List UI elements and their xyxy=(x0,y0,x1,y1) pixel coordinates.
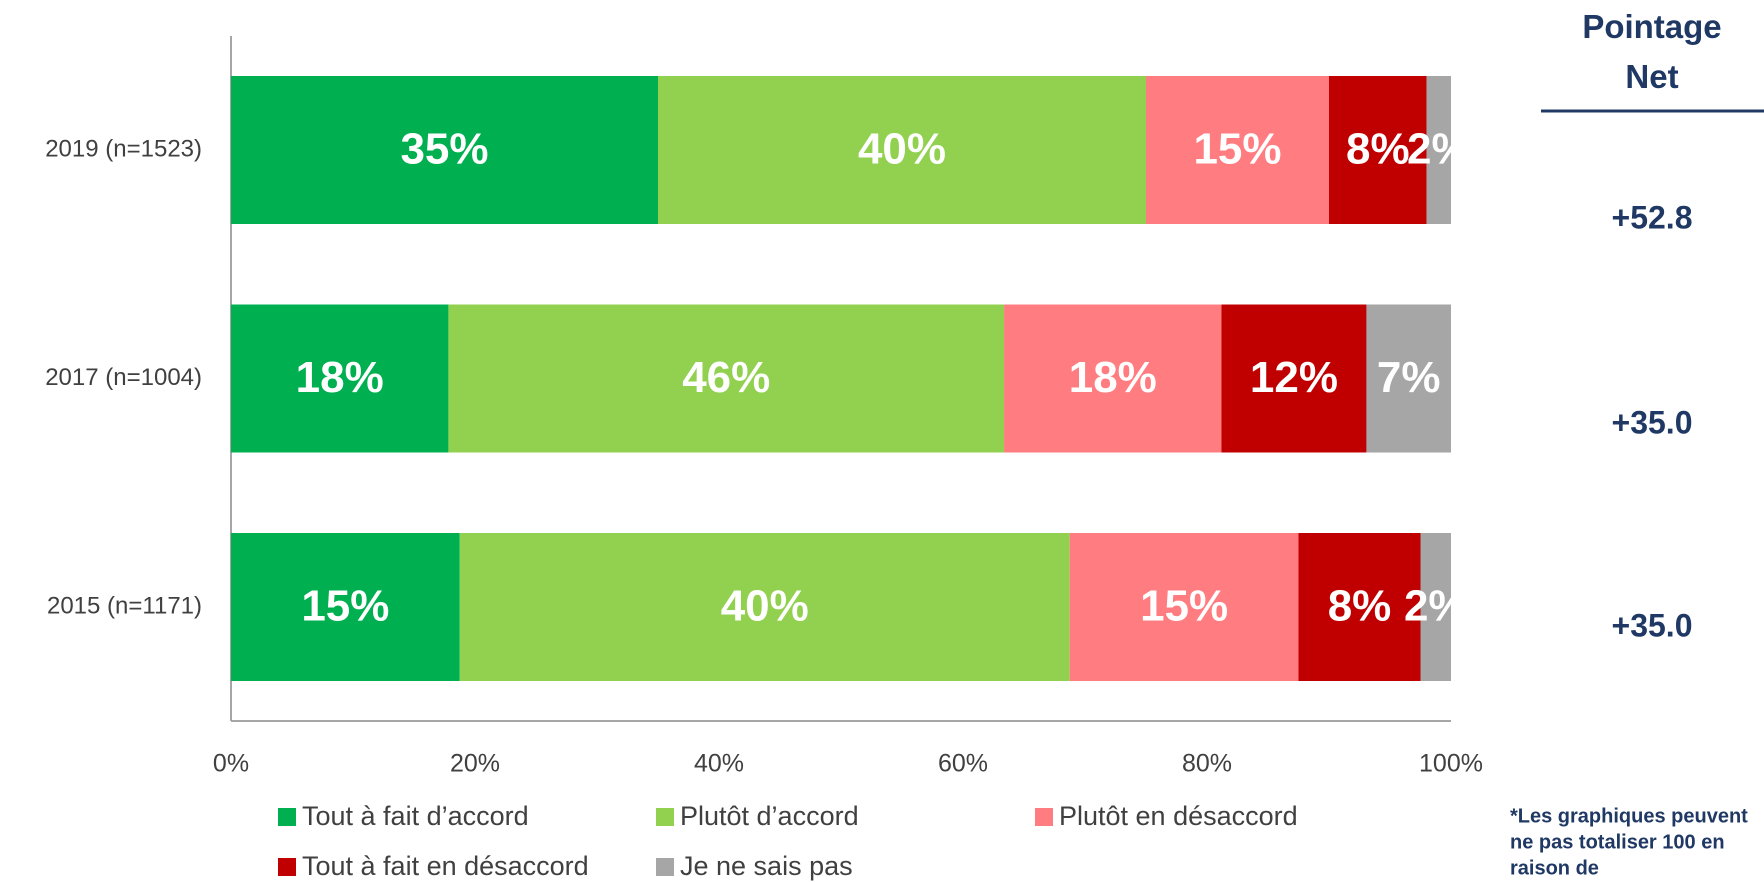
legend-label: Je ne sais pas xyxy=(680,851,853,881)
bar-segment xyxy=(658,76,1146,224)
y-tick-label: 2019 (n=1523) xyxy=(45,135,202,162)
data-label: 40% xyxy=(858,125,946,174)
bar-segment xyxy=(1420,533,1451,681)
net-score-title-line: Pointage xyxy=(1582,8,1721,45)
data-label: 2% xyxy=(1407,125,1471,174)
x-tick-label: 40% xyxy=(694,750,744,778)
legend-label: Plutôt d’accord xyxy=(680,801,859,831)
footnote: raison de xyxy=(1510,857,1599,879)
legend-swatch xyxy=(656,808,674,826)
bar-segment xyxy=(231,76,658,224)
net-score: +35.0 xyxy=(1612,607,1693,643)
bar-segment xyxy=(231,533,460,681)
x-tick-label: 20% xyxy=(450,750,500,778)
data-label: 46% xyxy=(682,353,770,402)
bar-segment xyxy=(1426,76,1451,224)
data-label: 18% xyxy=(296,353,384,402)
bar-segment xyxy=(1221,304,1367,453)
x-tick-label: 0% xyxy=(213,750,249,778)
net-score: +52.8 xyxy=(1612,199,1693,235)
net-score: +35.0 xyxy=(1612,404,1693,440)
data-label: 2% xyxy=(1404,582,1468,631)
bar-segment xyxy=(1069,533,1299,681)
x-tick-label: 60% xyxy=(938,750,988,778)
legend-label: Plutôt en désaccord xyxy=(1059,801,1298,831)
bar-segment xyxy=(1329,76,1427,224)
bar-segment xyxy=(1004,304,1222,453)
legend-swatch xyxy=(656,858,674,876)
legend-label: Tout à fait d’accord xyxy=(302,801,529,831)
data-label: 18% xyxy=(1069,353,1157,402)
data-label: 8% xyxy=(1346,125,1410,174)
legend-swatch xyxy=(278,858,296,876)
bar-segment xyxy=(1366,304,1451,453)
legend-label: Tout à fait en désaccord xyxy=(302,851,589,881)
x-tick-label: 100% xyxy=(1419,750,1483,778)
footnote: ne pas totaliser 100 en xyxy=(1510,831,1725,853)
y-tick-label: 2017 (n=1004) xyxy=(45,364,202,391)
data-label: 40% xyxy=(721,582,809,631)
data-label: 8% xyxy=(1328,582,1392,631)
x-tick-label: 80% xyxy=(1182,750,1232,778)
data-label: 15% xyxy=(1140,582,1228,631)
net-score-title-line: Net xyxy=(1625,58,1678,95)
bar-segment xyxy=(231,304,449,453)
data-label: 15% xyxy=(301,582,389,631)
data-label: 12% xyxy=(1250,353,1338,402)
footnote: *Les graphiques peuvent xyxy=(1510,805,1748,827)
net-score-title: Pointage Net xyxy=(1582,8,1721,95)
legend-swatch xyxy=(278,808,296,826)
data-label: 7% xyxy=(1377,353,1441,402)
y-tick-label: 2015 (n=1171) xyxy=(47,592,202,619)
legend-swatch xyxy=(1035,808,1053,826)
bar-segment xyxy=(448,304,1005,453)
bar-segment xyxy=(1146,76,1329,224)
bar-segment xyxy=(459,533,1070,681)
bar-segment xyxy=(1298,533,1421,681)
data-label: 35% xyxy=(400,125,488,174)
data-label: 15% xyxy=(1193,125,1281,174)
